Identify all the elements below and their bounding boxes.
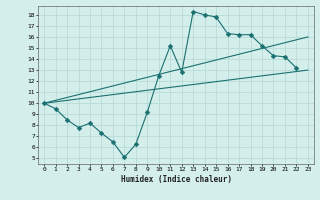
X-axis label: Humidex (Indice chaleur): Humidex (Indice chaleur)	[121, 175, 231, 184]
